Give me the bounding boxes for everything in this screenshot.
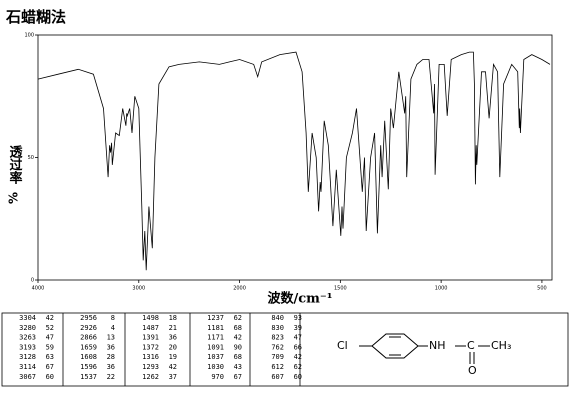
peak-wavenumber: 709 xyxy=(271,353,284,361)
atom-label: C xyxy=(467,339,475,352)
peak-transmittance: 67 xyxy=(234,373,242,381)
peak-wavenumber: 3067 xyxy=(19,373,36,381)
atom-label: Cl xyxy=(337,339,348,352)
peak-transmittance: 37 xyxy=(169,373,177,381)
peak-wavenumber: 607 xyxy=(271,373,284,381)
peak-transmittance: 28 xyxy=(107,353,115,361)
y-axis-unit: % xyxy=(7,192,21,204)
peak-wavenumber: 2926 xyxy=(80,324,97,332)
peak-transmittance: 63 xyxy=(46,353,54,361)
x-tick-label: 1000 xyxy=(435,286,448,292)
structure-labels: Cl NH C CH₃ O xyxy=(337,339,511,377)
peak-wavenumber: 3193 xyxy=(19,343,36,351)
peak-wavenumber: 3114 xyxy=(19,363,36,371)
peak-wavenumber: 1596 xyxy=(80,363,97,371)
y-axis-label: 透过率 xyxy=(7,145,23,185)
peak-wavenumber: 823 xyxy=(271,334,284,342)
y-tick-label: 50 xyxy=(28,155,34,161)
peak-transmittance: 68 xyxy=(234,353,242,361)
table-dividers xyxy=(62,313,301,386)
peak-wavenumber: 970 xyxy=(211,373,224,381)
peak-transmittance: 19 xyxy=(169,353,177,361)
x-axis-label: 波数/cm⁻¹ xyxy=(268,291,333,307)
peak-transmittance: 42 xyxy=(46,314,54,322)
peak-transmittance: 13 xyxy=(107,334,115,342)
peak-wavenumber: 2956 xyxy=(80,314,97,322)
peak-wavenumber: 1030 xyxy=(207,363,224,371)
y-tick-label: 100 xyxy=(24,33,34,39)
peak-transmittance: 8 xyxy=(111,314,115,322)
x-tick-label: 3000 xyxy=(132,286,145,292)
peak-wavenumber: 1608 xyxy=(80,353,97,361)
peak-wavenumber: 1498 xyxy=(142,314,159,322)
peak-wavenumber: 1171 xyxy=(207,334,224,342)
peak-wavenumber: 840 xyxy=(271,314,284,322)
peak-transmittance: 36 xyxy=(107,343,115,351)
peak-wavenumber: 1659 xyxy=(80,343,97,351)
peak-transmittance: 66 xyxy=(294,343,302,351)
peak-transmittance: 42 xyxy=(169,363,177,371)
atom-label: NH xyxy=(429,339,446,352)
peak-wavenumber: 1391 xyxy=(142,334,159,342)
peak-wavenumber: 1487 xyxy=(142,324,159,332)
peak-wavenumber: 1537 xyxy=(80,373,97,381)
peak-transmittance: 39 xyxy=(294,324,302,332)
peak-wavenumber: 1262 xyxy=(142,373,159,381)
peak-wavenumber: 1293 xyxy=(142,363,159,371)
peak-wavenumber: 612 xyxy=(271,363,284,371)
atom-label: O xyxy=(468,364,477,377)
x-tick-label: 500 xyxy=(537,286,547,292)
peak-transmittance: 36 xyxy=(169,334,177,342)
y-tick-label: 0 xyxy=(31,278,34,284)
peak-wavenumber: 3128 xyxy=(19,353,36,361)
peak-transmittance: 42 xyxy=(234,334,242,342)
peak-wavenumber: 1316 xyxy=(142,353,159,361)
peak-transmittance: 21 xyxy=(169,324,177,332)
peak-transmittance: 36 xyxy=(107,363,115,371)
peak-transmittance: 22 xyxy=(107,373,115,381)
x-tick-label: 4000 xyxy=(32,286,45,292)
peak-transmittance: 47 xyxy=(46,334,54,342)
peak-transmittance: 90 xyxy=(234,343,242,351)
table-frame xyxy=(1,312,569,387)
x-tick-label: 1500 xyxy=(334,286,347,292)
peak-transmittance: 60 xyxy=(294,373,302,381)
peak-wavenumber: 762 xyxy=(271,343,284,351)
peak-wavenumber: 1037 xyxy=(207,353,224,361)
peak-wavenumber: 1237 xyxy=(207,314,224,322)
peak-transmittance: 47 xyxy=(294,334,302,342)
peak-wavenumber: 1181 xyxy=(207,324,224,332)
peak-wavenumber: 3280 xyxy=(19,324,36,332)
peak-transmittance: 93 xyxy=(294,314,302,322)
peak-transmittance: 60 xyxy=(46,373,54,381)
peak-transmittance: 68 xyxy=(234,324,242,332)
peak-transmittance: 62 xyxy=(294,363,302,371)
peak-wavenumber: 2866 xyxy=(80,334,97,342)
peak-wavenumber: 830 xyxy=(271,324,284,332)
peak-wavenumber: 1372 xyxy=(142,343,159,351)
peak-transmittance: 67 xyxy=(46,363,54,371)
peak-transmittance: 42 xyxy=(294,353,302,361)
peak-transmittance: 59 xyxy=(46,343,54,351)
atom-label: CH₃ xyxy=(491,339,511,352)
peak-transmittance: 62 xyxy=(234,314,242,322)
chart-title: 石蜡糊法 xyxy=(5,8,66,26)
peak-wavenumber: 3304 xyxy=(19,314,36,322)
peak-transmittance: 43 xyxy=(234,363,242,371)
spectrum-line xyxy=(37,51,551,271)
peak-wavenumber: 1091 xyxy=(207,343,224,351)
peak-transmittance: 52 xyxy=(46,324,54,332)
peak-transmittance: 18 xyxy=(169,314,177,322)
peak-transmittance: 4 xyxy=(111,324,115,332)
peak-wavenumber: 3263 xyxy=(19,334,36,342)
structure-bonds xyxy=(359,333,490,364)
peak-transmittance: 20 xyxy=(169,343,177,351)
x-tick-label: 2000 xyxy=(233,286,246,292)
